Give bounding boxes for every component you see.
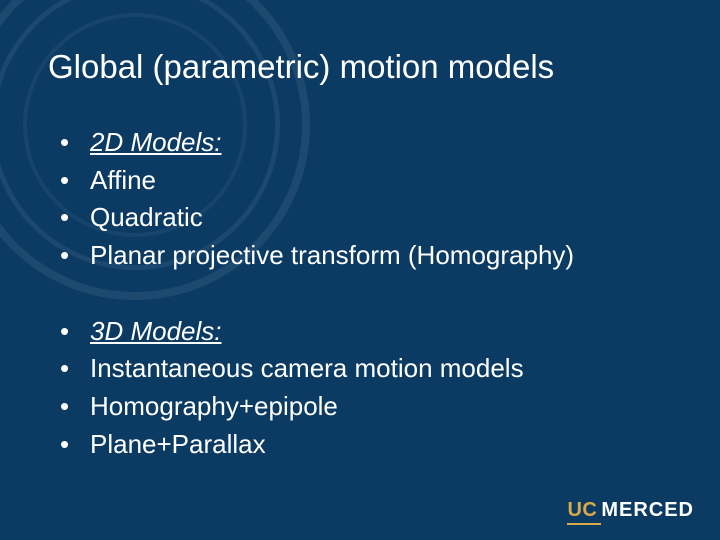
bullet-group-1: 2D Models: Affine Quadratic Planar proje…: [48, 124, 672, 275]
logo-uc-text: UC: [567, 499, 601, 522]
group-heading-text: 2D Models:: [90, 127, 222, 157]
group-spacer: [48, 275, 672, 313]
slide-title: Global (parametric) motion models: [48, 48, 672, 86]
ucmerced-logo: UC MERCED: [567, 499, 694, 522]
slide: Global (parametric) motion models 2D Mod…: [0, 0, 720, 540]
logo-merced-text: MERCED: [601, 499, 694, 522]
bullet-item: Planar projective transform (Homography): [60, 237, 672, 275]
bullet-heading: 2D Models:: [60, 124, 672, 162]
bullet-heading: 3D Models:: [60, 313, 672, 351]
slide-content: 2D Models: Affine Quadratic Planar proje…: [48, 124, 672, 464]
bullet-item: Affine: [60, 162, 672, 200]
bullet-item: Plane+Parallax: [60, 426, 672, 464]
bullet-item: Homography+epipole: [60, 388, 672, 426]
bullet-group-2: 3D Models: Instantaneous camera motion m…: [48, 313, 672, 464]
bullet-item: Quadratic: [60, 199, 672, 237]
bullet-item: Instantaneous camera motion models: [60, 350, 672, 388]
group-heading-text: 3D Models:: [90, 316, 222, 346]
